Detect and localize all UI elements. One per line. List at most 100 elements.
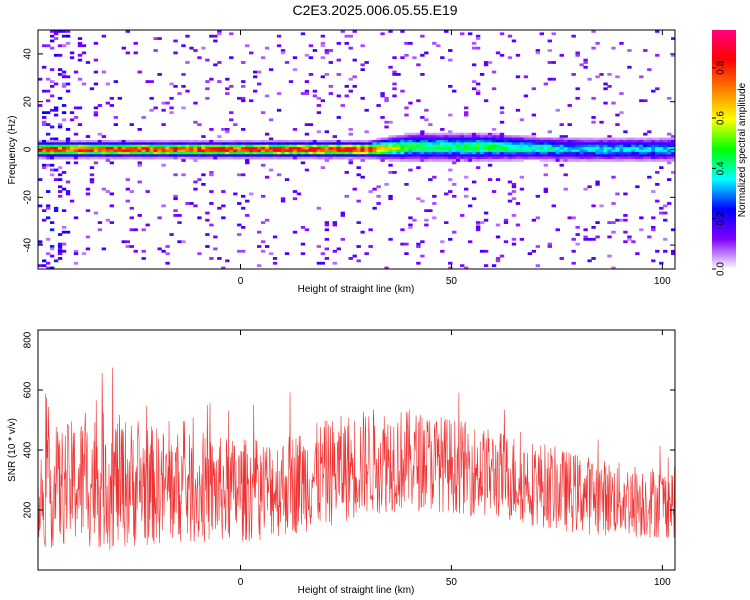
spectrogram-cell xyxy=(113,151,119,155)
spectrogram-cell xyxy=(217,156,222,160)
spectrogram-cell xyxy=(380,32,385,36)
spectrogram-cell xyxy=(38,178,43,181)
spectrogram-cell xyxy=(479,154,485,158)
spectrogram-cell xyxy=(69,111,75,115)
spectrogram-cell xyxy=(237,156,242,160)
spectrogram-cell xyxy=(105,144,111,148)
spectrogram-cell xyxy=(543,147,548,150)
spectrogram-cell xyxy=(229,139,234,143)
spectrogram-cell xyxy=(559,139,564,143)
spectrogram-cell xyxy=(440,137,445,141)
spectrogram-cell xyxy=(491,127,497,131)
spectrogram-cell xyxy=(515,147,521,150)
spectrogram-cell xyxy=(619,144,624,148)
spectrogram-cell xyxy=(663,204,668,208)
spectrogram-cell xyxy=(153,37,158,40)
spectrogram-cell xyxy=(535,49,541,52)
spectrogram-cell xyxy=(408,216,413,220)
spectrogram-cell xyxy=(611,139,616,143)
spectrogram-cell xyxy=(551,149,556,153)
spectrogram-cell xyxy=(579,149,584,153)
spectrogram-cell xyxy=(643,99,648,103)
spectrogram-cell xyxy=(408,147,413,150)
spectrogram-cell xyxy=(241,61,246,64)
spectrogram-cell xyxy=(53,106,59,110)
spectrogram-cell xyxy=(475,221,481,224)
spectrogram-cell xyxy=(81,147,87,150)
spectrogram-cell xyxy=(575,151,580,155)
spectrogram-cell xyxy=(543,142,548,146)
spectrogram-cell xyxy=(388,154,393,158)
spectrogram-cell xyxy=(81,156,87,160)
spectrogram-cell xyxy=(643,151,648,155)
spectrogram-cell xyxy=(316,151,322,155)
spectrogram-cell xyxy=(547,245,552,248)
spectrogram-cell xyxy=(615,137,620,141)
spectrogram-cell xyxy=(205,211,210,215)
spectrogram-cell xyxy=(141,151,146,155)
spectrogram-cell xyxy=(416,63,421,67)
spectrogram-cell xyxy=(456,142,461,146)
spectrogram-cell xyxy=(639,99,644,103)
spectrogram-cell xyxy=(93,82,99,86)
spectrogram-cell xyxy=(635,139,640,143)
spectrogram-cell xyxy=(651,154,656,158)
spectrogram-cell xyxy=(352,187,357,191)
spectrogram-cell xyxy=(173,194,178,198)
spectrogram-cell xyxy=(169,147,174,150)
spectrogram-cell xyxy=(264,175,270,179)
spectrogram-cell xyxy=(324,237,330,241)
spectrogram-cell xyxy=(65,137,71,141)
spectrogram-cell xyxy=(503,151,509,155)
spectrogram-cell xyxy=(499,254,505,258)
spectrogram-cell xyxy=(181,156,186,160)
spectrogram-cell xyxy=(105,101,111,105)
spectrogram-cell xyxy=(635,137,640,141)
spectrogram-cell xyxy=(507,154,513,158)
spectrogram-cell xyxy=(436,149,441,153)
spectrogram-cell xyxy=(105,82,111,86)
spectrogram-cell xyxy=(408,154,413,158)
spectrogram-cell xyxy=(591,96,596,100)
spectrogram-cell xyxy=(404,151,409,155)
spectrogram-cell xyxy=(328,84,334,88)
spectrogram-cell xyxy=(487,139,493,143)
spectrogram-cell xyxy=(567,156,572,160)
spectrogram-cell xyxy=(252,89,258,93)
spectrogram-cell xyxy=(348,127,353,131)
spectrogram-cell xyxy=(475,223,481,227)
spectrogram-cell xyxy=(511,149,517,153)
spectrogram-cell xyxy=(336,73,341,76)
spectrogram-cell xyxy=(483,211,489,215)
spectrogram-cell xyxy=(233,123,238,126)
spectrogram-cell xyxy=(292,144,298,148)
spectrogram-cell xyxy=(205,218,210,222)
spectrogram-cell xyxy=(328,142,334,146)
spectrogram-cell xyxy=(539,159,545,162)
spectrogram-cell xyxy=(65,151,71,155)
spectrogram-cell xyxy=(448,178,453,181)
spectrogram-cell xyxy=(551,137,556,141)
spectrogram-cell xyxy=(300,161,306,165)
colorbar-tick-label: 0.4 xyxy=(716,161,727,175)
spectrogram-cell xyxy=(495,156,501,160)
spectrogram-cell xyxy=(591,156,596,160)
spectrogram-cell xyxy=(663,237,668,241)
spectrogram-cell xyxy=(41,218,47,222)
spectrogram-cell xyxy=(499,135,505,138)
spectrogram-cell xyxy=(424,118,429,122)
spectrogram-cell xyxy=(296,154,302,158)
spectrogram-cell xyxy=(491,156,497,160)
spectrogram-cell xyxy=(467,32,473,36)
spectrogram-cell xyxy=(141,249,146,253)
spectrogram-cell xyxy=(57,233,63,236)
spectrogram-cell xyxy=(260,144,266,148)
spectrogram-cell xyxy=(404,137,409,141)
spectrogram-cell xyxy=(249,151,254,155)
spectrogram-cell xyxy=(221,216,226,220)
spectrogram-cell xyxy=(197,156,202,160)
spectrogram-cell xyxy=(655,171,660,174)
spectrogram-cell xyxy=(559,151,564,155)
spectrogram-cell xyxy=(519,139,525,143)
spectrogram-cell xyxy=(241,142,246,146)
